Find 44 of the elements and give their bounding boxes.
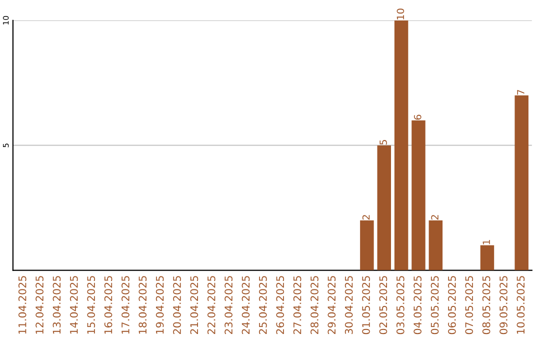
- bar: [412, 120, 426, 270]
- bar: [514, 95, 528, 270]
- data-label: 1: [482, 240, 490, 244]
- data-label: 5: [380, 140, 387, 145]
- x-tick-label: 03.05.2025: [396, 276, 404, 334]
- x-tick-label: 04.05.2025: [414, 276, 422, 334]
- bar: [360, 220, 374, 270]
- x-tick-label: 13.04.2025: [52, 276, 61, 334]
- x-tick-label: 23.04.2025: [224, 276, 232, 334]
- x-tick-label: 21.04.2025: [190, 276, 198, 334]
- x-tick-label: 09.05.2025: [500, 276, 508, 334]
- x-tick-label: 12.04.2025: [36, 276, 44, 334]
- x-tick-label: 29.04.2025: [328, 276, 336, 334]
- x-tick-label: 17.04.2025: [122, 276, 130, 334]
- data-label: 10: [396, 8, 404, 20]
- data-label: 2: [431, 215, 438, 220]
- x-tick-label: 19.04.2025: [156, 276, 164, 334]
- x-tick-label: 22.04.2025: [207, 276, 216, 334]
- x-tick-label: 14.04.2025: [70, 276, 78, 334]
- x-tick-label: 07.05.2025: [465, 276, 474, 334]
- x-tick-label: 20.04.2025: [173, 276, 181, 334]
- x-tick-label: 25.04.2025: [258, 276, 267, 334]
- x-tick-label: 30.04.2025: [344, 276, 353, 334]
- x-tick-label: 28.04.2025: [310, 276, 318, 334]
- x-tick-label: 15.04.2025: [87, 276, 96, 334]
- x-tick-label: 18.04.2025: [138, 276, 147, 334]
- x-tick-label: 24.04.2025: [242, 276, 250, 334]
- x-tick-label: 06.05.2025: [448, 276, 456, 334]
- bar: [480, 245, 494, 270]
- bar: [377, 145, 391, 270]
- x-tick-label: 27.04.2025: [293, 276, 302, 334]
- x-tick-label: 05.05.2025: [430, 276, 439, 334]
- x-tick-label: 08.05.2025: [482, 276, 490, 334]
- data-label: 2: [362, 215, 370, 220]
- x-tick-label: 26.04.2025: [276, 276, 284, 334]
- data-label: 6: [414, 114, 422, 120]
- x-tick-label: 16.04.2025: [104, 276, 112, 334]
- data-label: 7: [517, 90, 524, 95]
- x-tick-label: 02.05.2025: [379, 276, 388, 334]
- x-tick-label: 01.05.2025: [362, 276, 370, 334]
- x-tick-label: 11.04.2025: [18, 276, 26, 334]
- bar: [428, 220, 443, 270]
- x-tick-label: 10.05.2025: [516, 276, 525, 334]
- bar: [394, 20, 408, 270]
